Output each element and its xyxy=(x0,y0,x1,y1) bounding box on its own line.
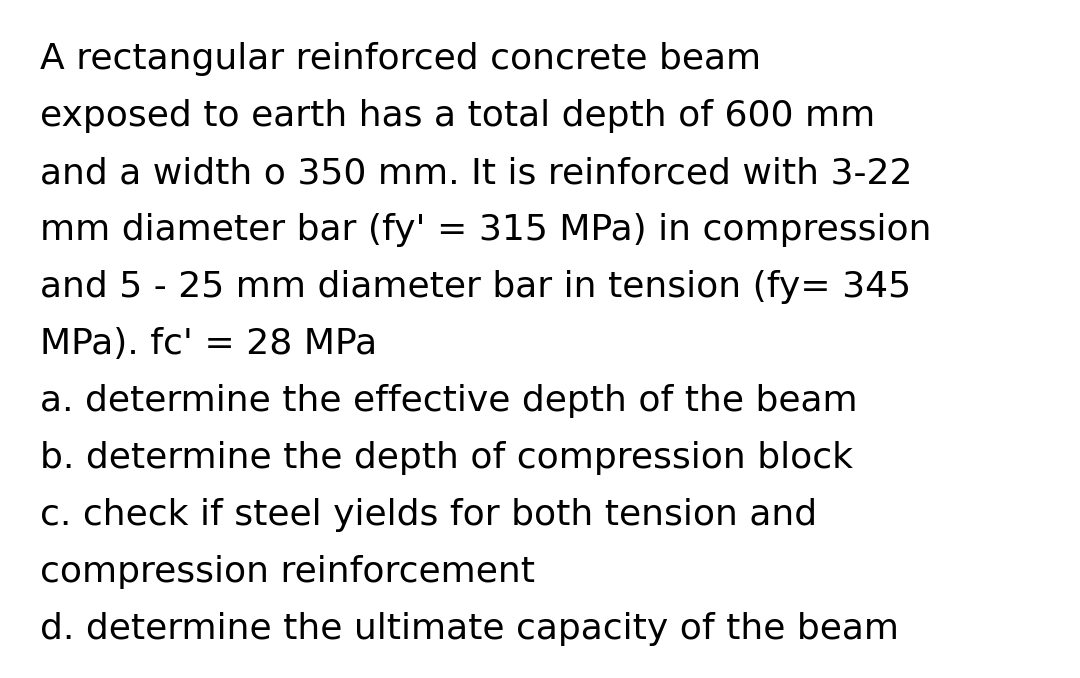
Text: a. determine the effective depth of the beam: a. determine the effective depth of the … xyxy=(40,384,858,418)
Text: b. determine the depth of compression block: b. determine the depth of compression bl… xyxy=(40,441,853,475)
Text: A rectangular reinforced concrete beam: A rectangular reinforced concrete beam xyxy=(40,42,761,76)
Text: and 5 - 25 mm diameter bar in tension (fy= 345: and 5 - 25 mm diameter bar in tension (f… xyxy=(40,270,912,304)
Text: c. check if steel yields for both tension and: c. check if steel yields for both tensio… xyxy=(40,498,818,532)
Text: exposed to earth has a total depth of 600 mm: exposed to earth has a total depth of 60… xyxy=(40,99,875,133)
Text: d. determine the ultimate capacity of the beam: d. determine the ultimate capacity of th… xyxy=(40,612,899,646)
Text: compression reinforcement: compression reinforcement xyxy=(40,555,535,589)
Text: and a width o 350 mm. It is reinforced with 3-22: and a width o 350 mm. It is reinforced w… xyxy=(40,156,913,190)
Text: mm diameter bar (fy' = 315 MPa) in compression: mm diameter bar (fy' = 315 MPa) in compr… xyxy=(40,213,931,247)
Text: MPa). fc' = 28 MPa: MPa). fc' = 28 MPa xyxy=(40,327,377,361)
